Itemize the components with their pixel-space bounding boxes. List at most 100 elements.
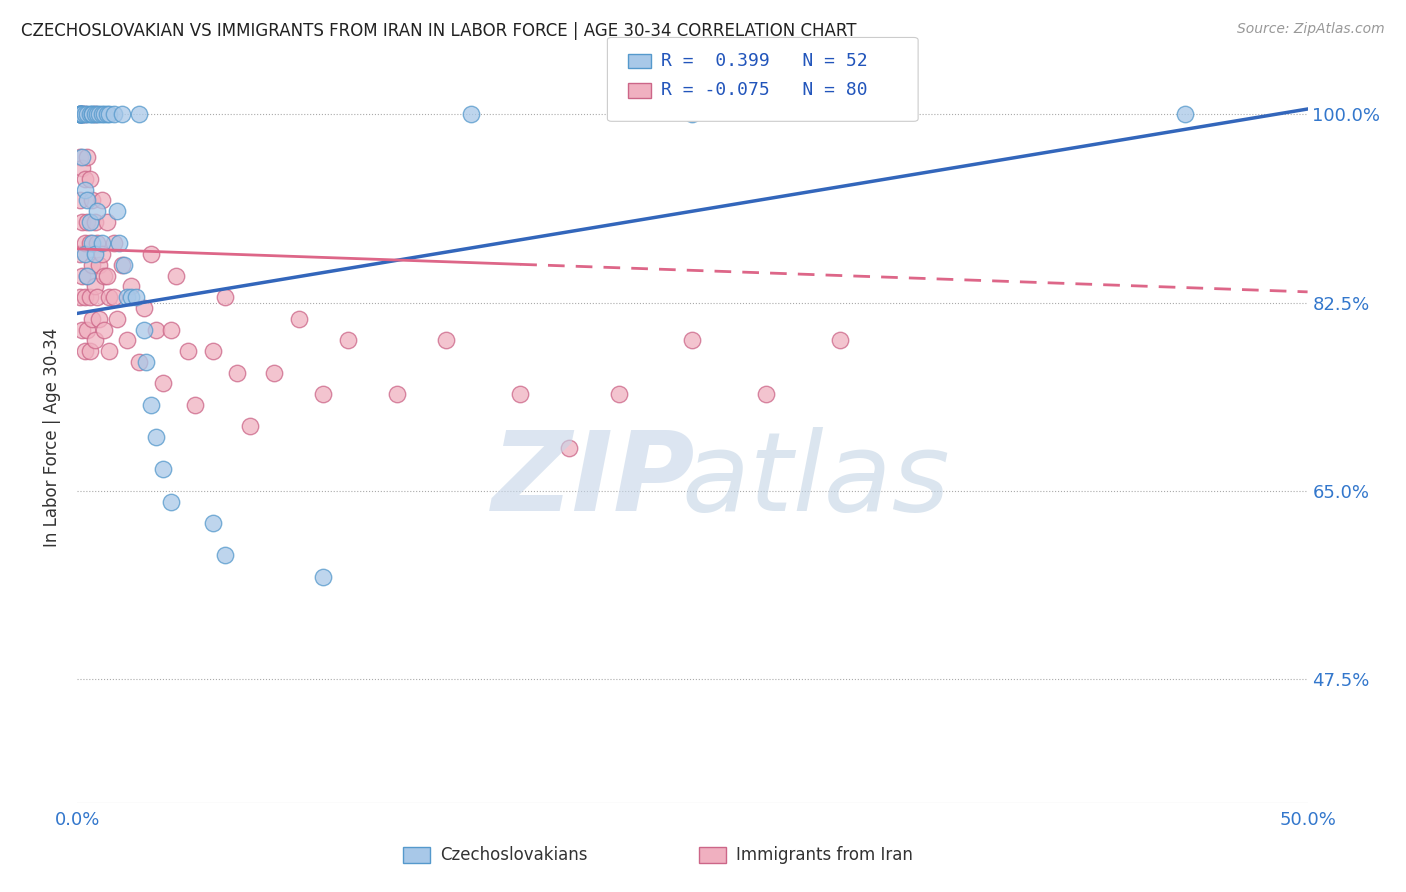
Point — [132, 301, 155, 315]
Point — [86, 204, 108, 219]
Point — [152, 462, 174, 476]
Point — [96, 215, 118, 229]
Point — [121, 290, 143, 304]
Text: atlas: atlas — [681, 427, 950, 534]
Point — [73, 344, 96, 359]
Point — [460, 107, 482, 121]
Point — [82, 258, 104, 272]
Point — [82, 107, 104, 121]
Point — [115, 333, 138, 347]
Point — [73, 107, 96, 121]
Point — [70, 107, 93, 121]
Point — [226, 366, 249, 380]
Point — [128, 107, 150, 121]
Point — [135, 355, 157, 369]
Point — [86, 290, 108, 304]
Point — [83, 215, 105, 229]
Point — [312, 570, 335, 584]
Point — [70, 107, 93, 121]
Point — [108, 236, 131, 251]
Point — [70, 107, 93, 121]
Point — [93, 268, 115, 283]
Point — [121, 279, 143, 293]
Point — [69, 107, 91, 121]
Point — [79, 236, 101, 251]
Point — [607, 387, 630, 401]
Point — [682, 333, 704, 347]
Point — [132, 322, 155, 336]
Point — [98, 107, 121, 121]
Point — [141, 247, 163, 261]
Y-axis label: In Labor Force | Age 30-34: In Labor Force | Age 30-34 — [44, 327, 62, 547]
Point — [165, 268, 187, 283]
Point — [160, 494, 183, 508]
Point — [86, 107, 108, 121]
Point — [70, 150, 93, 164]
Point — [682, 107, 704, 121]
Point — [93, 322, 115, 336]
Point — [76, 322, 98, 336]
Point — [201, 516, 224, 530]
Point — [112, 258, 135, 272]
Point — [89, 258, 111, 272]
Point — [239, 419, 262, 434]
Point — [76, 107, 98, 121]
Point — [111, 107, 132, 121]
Bar — [404, 847, 430, 863]
Text: Immigrants from Iran: Immigrants from Iran — [735, 846, 912, 863]
Point — [73, 236, 96, 251]
Point — [82, 236, 104, 251]
Point — [69, 107, 91, 121]
Point — [201, 344, 224, 359]
Point — [83, 107, 105, 121]
Point — [70, 215, 93, 229]
Point — [141, 398, 163, 412]
Point — [93, 107, 115, 121]
Point — [509, 387, 531, 401]
Point — [79, 172, 101, 186]
Point — [96, 268, 118, 283]
Point — [69, 194, 91, 208]
Point — [312, 387, 335, 401]
Text: R = -0.075   N = 80: R = -0.075 N = 80 — [661, 81, 868, 99]
Point — [177, 344, 200, 359]
Point — [214, 290, 236, 304]
Point — [152, 376, 174, 391]
Point — [70, 107, 93, 121]
Point — [115, 290, 138, 304]
Point — [76, 268, 98, 283]
Point — [73, 172, 96, 186]
Point — [69, 247, 91, 261]
Point — [558, 441, 581, 455]
Point — [83, 333, 105, 347]
Point — [1174, 107, 1197, 121]
Point — [89, 107, 111, 121]
Point — [90, 194, 114, 208]
Point — [76, 268, 98, 283]
Point — [70, 161, 93, 176]
Point — [103, 290, 125, 304]
Point — [69, 107, 91, 121]
Point — [160, 322, 183, 336]
Point — [76, 215, 98, 229]
Point — [82, 311, 104, 326]
Point — [145, 430, 167, 444]
Point — [70, 268, 93, 283]
Point — [69, 290, 91, 304]
Point — [73, 183, 96, 197]
Point — [288, 311, 311, 326]
Point — [90, 236, 114, 251]
Point — [90, 247, 114, 261]
Point — [96, 107, 118, 121]
Point — [103, 107, 125, 121]
Point — [73, 247, 96, 261]
Point — [184, 398, 207, 412]
Point — [111, 258, 132, 272]
Point — [73, 107, 96, 121]
Point — [79, 215, 101, 229]
Point — [105, 204, 128, 219]
Point — [385, 387, 409, 401]
Point — [83, 107, 105, 121]
Point — [86, 236, 108, 251]
Text: CZECHOSLOVAKIAN VS IMMIGRANTS FROM IRAN IN LABOR FORCE | AGE 30-34 CORRELATION C: CZECHOSLOVAKIAN VS IMMIGRANTS FROM IRAN … — [21, 22, 856, 40]
